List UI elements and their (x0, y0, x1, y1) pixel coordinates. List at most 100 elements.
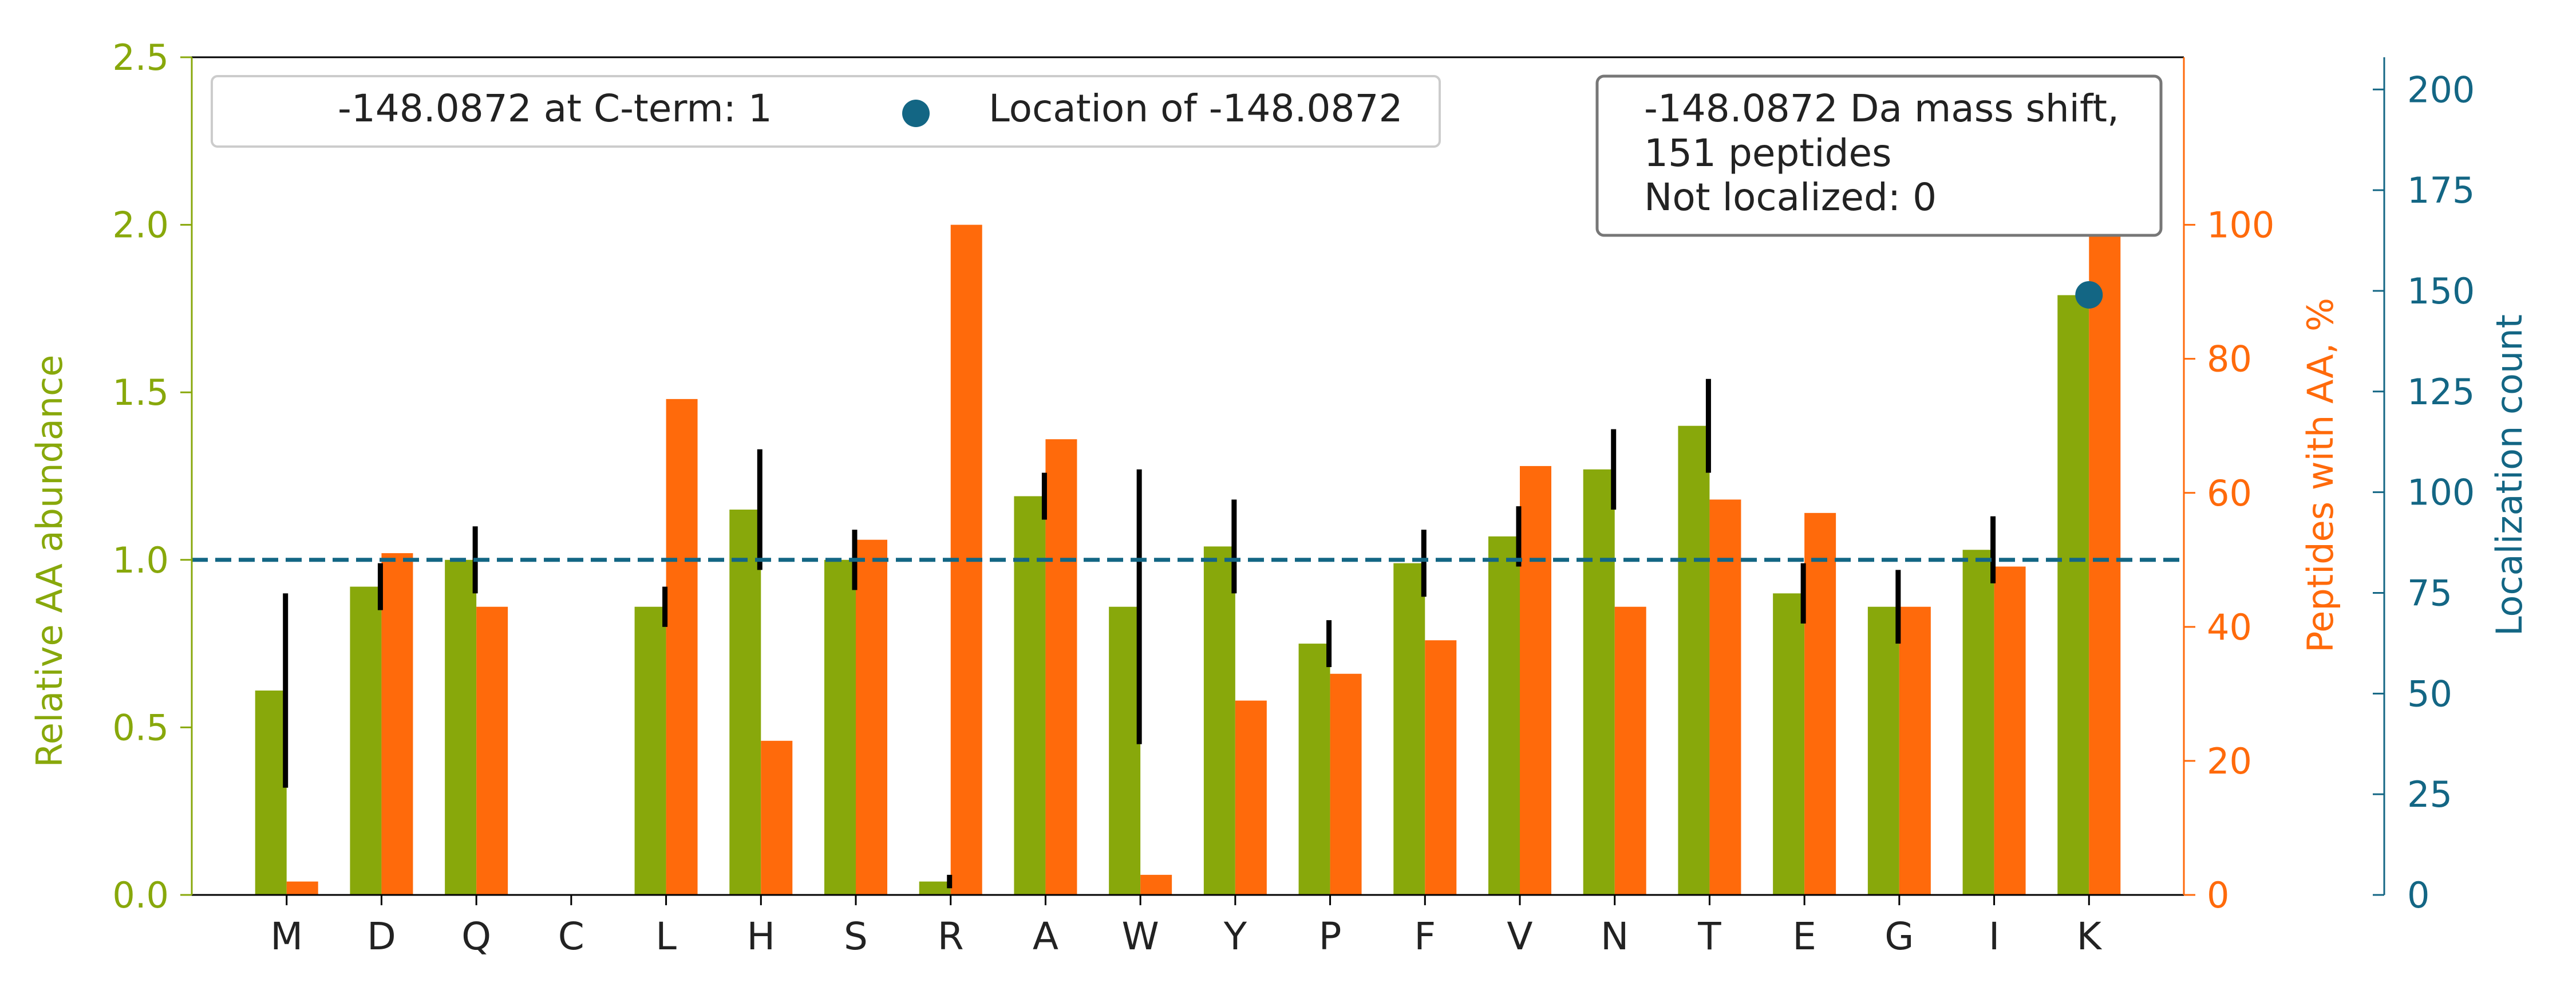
legend-item-location: Location of -148.0872 (989, 86, 1402, 131)
abundance-bar (1962, 550, 1994, 895)
x-tick-label: I (1989, 914, 2000, 958)
x-tick-label: P (1319, 914, 1342, 958)
left-axis-ticks: 0.0 0.5 1.0 1.5 2.0 2.5 (112, 37, 192, 916)
error-bar (1326, 620, 1332, 668)
x-tick-label: K (2077, 914, 2103, 958)
right-count-tick-label: 25 (2407, 774, 2452, 815)
abundance-bar (1773, 593, 1805, 895)
error-bar (1516, 506, 1522, 567)
x-tick-label: Q (461, 914, 491, 958)
right-percent-tick-label: 100 (2207, 204, 2274, 246)
abundance-bar (1393, 563, 1425, 895)
percent-bar (1899, 606, 1931, 895)
right-count-tick-label: 50 (2407, 673, 2452, 715)
x-tick-label: H (746, 914, 775, 958)
legend: -148.0872 at C-term: 1 Location of -148.… (211, 75, 1441, 148)
x-tick-label: S (844, 914, 868, 958)
abundance-bar (255, 691, 287, 895)
right-count-tick-label: 125 (2407, 371, 2475, 413)
percent-bar (1614, 606, 1646, 895)
right-count-tick-label: 75 (2407, 572, 2452, 614)
abundance-bar (1678, 425, 1710, 895)
left-tick-label: 2.0 (112, 204, 169, 246)
percent-bar (476, 606, 508, 895)
x-tick-label: E (1792, 914, 1816, 958)
percent-bar (381, 553, 413, 895)
error-bar (1990, 516, 1996, 583)
left-axis-label: Relative AA abundance (29, 355, 70, 768)
left-tick-label: 2.5 (112, 37, 169, 78)
error-bar (1895, 570, 1901, 644)
x-tick-label: A (1033, 914, 1058, 958)
abundance-bar (919, 881, 951, 895)
percent-bar (856, 539, 887, 895)
abundance-bar (729, 510, 761, 895)
left-tick-label: 0.0 (112, 874, 169, 916)
right-count-tick-label: 100 (2407, 472, 2475, 514)
abundance-bar (350, 586, 382, 895)
abundance-bar (1298, 644, 1330, 895)
abundance-bar (1014, 496, 1046, 895)
right-percent-tick-label: 40 (2207, 606, 2252, 648)
error-bar (1705, 378, 1711, 473)
percent-bar (1330, 673, 1362, 895)
bars (255, 224, 2121, 896)
percent-bar (1994, 566, 2026, 895)
error-bar (1136, 469, 1142, 744)
abundance-bar (634, 606, 666, 895)
right-count-axis-label: Localization count (2488, 314, 2530, 636)
percent-bar (1045, 439, 1077, 895)
right-count-tick-label: 200 (2407, 69, 2475, 111)
abundance-bar (824, 559, 856, 895)
error-bar (283, 593, 289, 788)
error-bar (757, 449, 762, 570)
right-count-tick-label: 150 (2407, 270, 2475, 312)
left-tick-label: 1.0 (112, 539, 169, 581)
abundance-bar (1583, 469, 1615, 895)
x-tick-label: V (1507, 914, 1532, 958)
right-percent-tick-label: 80 (2207, 338, 2252, 380)
percent-bar (286, 881, 318, 895)
error-bar (1041, 472, 1047, 520)
localization-point (2075, 281, 2103, 309)
right-count-axis-ticks: 0 25 50 75 100 125 150 175 200 (2373, 69, 2475, 916)
right-percent-tick-label: 20 (2207, 740, 2252, 782)
legend-box (211, 75, 1441, 148)
abundance-bar (2057, 295, 2089, 896)
percent-bar (1804, 512, 1836, 895)
right-count-tick-label: 175 (2407, 169, 2475, 211)
info-line-not-localized: Not localized: 0 (1644, 175, 1937, 219)
abundance-bar (1203, 546, 1235, 895)
legend-item-cterm: -148.0872 at C-term: 1 (338, 86, 772, 131)
right-count-tick-label: 0 (2407, 874, 2429, 916)
x-tick-label: F (1414, 914, 1436, 958)
right-percent-axis-label: Peptides with AA, % (2300, 298, 2341, 653)
percent-bar (761, 740, 793, 895)
x-tick-label: W (1122, 914, 1159, 958)
x-tick-label: M (270, 914, 303, 958)
info-box: -148.0872 Da mass shift, 151 peptides No… (1595, 74, 2163, 237)
x-tick-label: T (1697, 914, 1721, 958)
x-tick-label: Y (1223, 914, 1247, 958)
info-line-peptides: 151 peptides (1644, 131, 1891, 175)
x-tick-label: R (938, 914, 964, 958)
error-bar (377, 563, 383, 610)
legend-marker-location (902, 100, 930, 127)
error-bar (1611, 429, 1617, 510)
percent-bar (1425, 640, 1457, 895)
right-percent-tick-label: 0 (2207, 874, 2229, 916)
left-tick-label: 0.5 (112, 707, 169, 748)
left-tick-label: 1.5 (112, 372, 169, 413)
error-bar (947, 874, 953, 889)
localization-points (2075, 281, 2103, 309)
error-bar (662, 586, 668, 627)
abundance-bar (1109, 606, 1141, 895)
right-percent-tick-label: 60 (2207, 472, 2252, 514)
percent-bar (1709, 499, 1741, 895)
error-bar (1421, 530, 1427, 597)
percent-bar (1235, 700, 1267, 895)
error-bar (1231, 499, 1237, 594)
abundance-bar (445, 559, 477, 895)
